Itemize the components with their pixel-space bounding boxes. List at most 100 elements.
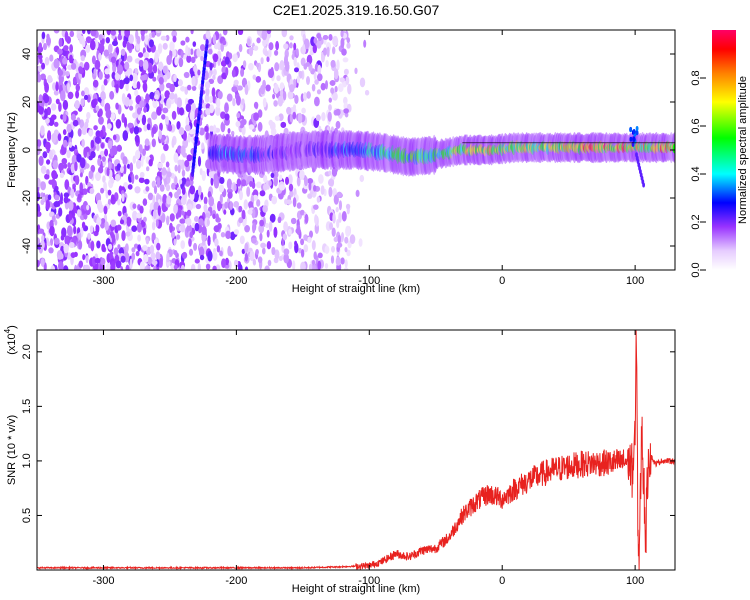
noise-speckle [328,170,332,176]
noise-speckle [142,81,148,93]
noise-speckle [64,235,70,246]
spike-mark [632,136,636,142]
noise-speckle [139,100,145,108]
noise-speckle [137,244,142,252]
noise-speckle [338,83,344,93]
noise-speckle [275,41,279,51]
noise-speckle [43,94,50,104]
noise-speckle [110,112,116,121]
noise-speckle [317,73,323,82]
noise-speckle [177,164,181,174]
noise-speckle [37,100,40,111]
noise-speckle [242,218,247,227]
noise-speckle [206,218,210,226]
snr-y-ticks: 0.5 1.0 1.5 2.0 [21,344,675,523]
noise-speckle [81,221,86,229]
noise-speckle [131,225,138,232]
noise-speckle [300,238,305,246]
noise-speckle [122,130,128,142]
snr-background [37,330,675,570]
noise-speckle [293,42,297,51]
noise-speckle [185,103,192,113]
noise-speckle [133,243,139,249]
noise-speckle [108,243,113,250]
noise-speckle [151,232,156,241]
noise-speckle [54,219,58,226]
noise-speckle [38,155,44,166]
noise-speckle [143,254,149,263]
y-tick-label: 1.5 [21,399,33,414]
x-tick-label: -100 [358,275,380,287]
noise-speckle [142,148,146,156]
noise-speckle [315,114,321,122]
noise-speckle [91,256,97,266]
noise-speckle [156,106,162,116]
noise-speckle [336,59,340,71]
noise-speckle [262,97,267,108]
noise-speckle [273,83,279,94]
noise-speckle [270,121,276,131]
noise-speckle [40,165,47,174]
noise-speckle [74,264,78,270]
noise-speckle [47,194,52,201]
noise-speckle [217,90,223,100]
noise-speckle [94,136,101,144]
noise-speckle [37,191,40,202]
noise-speckle [120,266,124,270]
noise-speckle [174,93,178,104]
noise-speckle [68,200,74,211]
noise-speckle [212,53,219,63]
noise-speckle [106,262,111,270]
noise-speckle [314,79,319,85]
noise-speckle [332,46,336,55]
noise-speckle [205,108,211,116]
noise-speckle [307,193,313,199]
spike-mark [635,129,639,135]
noise-speckle [286,106,292,115]
noise-speckle [123,164,127,175]
noise-speckle [126,216,132,227]
noise-speckle [40,125,45,136]
noise-speckle [293,56,297,67]
noise-speckle [166,252,170,263]
noise-speckle [311,83,316,92]
ridge-core [672,143,675,154]
noise-speckle [110,177,115,184]
noise-speckle [136,35,141,45]
noise-speckle [139,171,145,178]
noise-speckle [182,186,186,195]
noise-speckle [80,55,86,62]
noise-speckle [159,184,165,192]
noise-speckle [203,196,208,205]
noise-speckle [185,180,190,187]
noise-speckle [358,238,363,247]
noise-speckle [142,198,148,206]
noise-speckle [317,260,322,270]
noise-speckle [289,84,295,93]
noise-speckle [255,249,259,255]
noise-speckle [281,30,288,38]
noise-speckle [103,181,107,192]
noise-speckle [124,117,127,128]
noise-speckle [53,237,60,245]
noise-speckle [247,38,251,46]
noise-speckle [145,237,149,245]
noise-speckle [221,72,228,80]
noise-speckle [230,231,236,241]
noise-speckle [137,234,142,242]
noise-speckle [223,30,228,36]
noise-speckle [44,82,49,93]
noise-speckle [177,79,183,87]
noise-speckle [185,36,190,43]
noise-speckle [86,204,90,211]
noise-speckle [282,90,287,101]
noise-speckle [259,190,266,197]
noise-speckle [236,112,240,119]
noise-speckle [69,30,75,38]
noise-speckle [62,57,68,65]
noise-speckle [328,34,333,41]
noise-speckle [322,47,328,56]
x-tick-label: -200 [225,275,247,287]
